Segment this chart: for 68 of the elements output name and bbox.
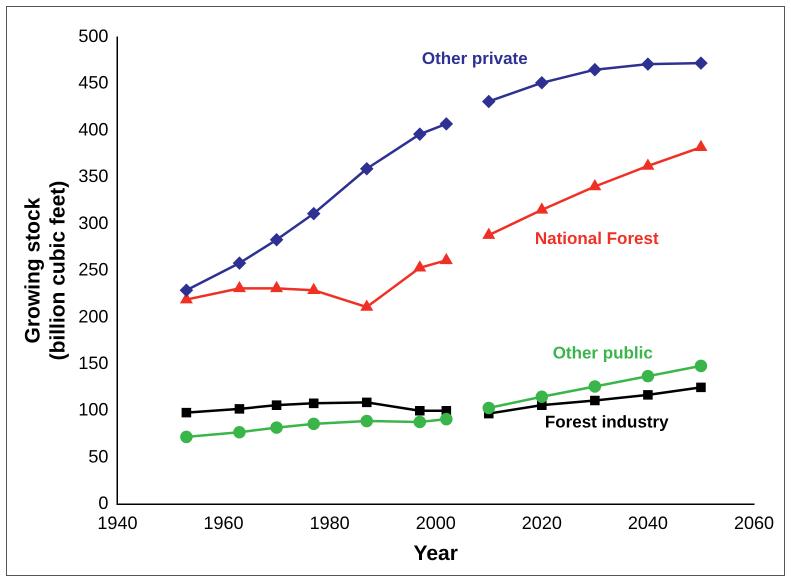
point bbox=[180, 284, 193, 296]
point bbox=[694, 56, 708, 70]
point bbox=[643, 390, 653, 400]
y-tick-label: 350 bbox=[78, 166, 108, 186]
y-tick-label: 450 bbox=[78, 72, 108, 93]
point bbox=[589, 180, 600, 190]
point bbox=[233, 426, 246, 438]
series-label: Other public bbox=[552, 344, 653, 363]
point bbox=[270, 234, 283, 246]
x-tick-label: 2060 bbox=[734, 512, 774, 533]
x-tick-label: 2000 bbox=[416, 512, 456, 533]
point bbox=[414, 128, 426, 140]
point bbox=[360, 162, 374, 175]
y-tick-label: 200 bbox=[78, 306, 108, 326]
series-label: National Forest bbox=[534, 228, 659, 248]
series-label: Forest industry bbox=[544, 412, 670, 432]
x-tick-label: 1960 bbox=[204, 512, 244, 533]
point bbox=[642, 160, 654, 170]
point bbox=[695, 141, 707, 152]
y-tick-label: 150 bbox=[78, 353, 108, 374]
point bbox=[440, 412, 453, 426]
y-tick-label: 400 bbox=[78, 119, 108, 140]
y-tick-label: 500 bbox=[78, 26, 108, 46]
point bbox=[642, 370, 654, 382]
y-axis-title: Growing stock (billion cubic feet) bbox=[21, 180, 70, 360]
point bbox=[182, 408, 192, 418]
x-tick-label: 2040 bbox=[628, 512, 668, 533]
point bbox=[536, 390, 548, 403]
point bbox=[180, 430, 193, 444]
point bbox=[483, 228, 494, 239]
series-label: Other private bbox=[422, 49, 528, 68]
point bbox=[642, 58, 654, 70]
point bbox=[361, 300, 372, 311]
y-tick-label: 100 bbox=[78, 400, 108, 420]
y-tick-label: 0 bbox=[98, 493, 108, 514]
x-tick-label: 1980 bbox=[310, 512, 350, 533]
point bbox=[414, 416, 426, 428]
point bbox=[590, 396, 600, 406]
y-tick-label: 50 bbox=[88, 446, 108, 466]
point bbox=[307, 207, 320, 220]
point bbox=[482, 402, 496, 414]
point bbox=[270, 282, 282, 292]
x-axis-title: Year bbox=[414, 542, 458, 566]
point bbox=[308, 284, 320, 294]
point bbox=[482, 95, 496, 108]
x-tick-label: 1940 bbox=[97, 512, 138, 533]
point bbox=[414, 262, 426, 272]
point bbox=[307, 418, 320, 430]
point bbox=[696, 382, 706, 392]
y-tick-label: 250 bbox=[78, 260, 108, 280]
point bbox=[588, 380, 602, 393]
point bbox=[360, 414, 374, 428]
point bbox=[234, 282, 246, 292]
point bbox=[694, 360, 708, 372]
point bbox=[362, 398, 372, 408]
point bbox=[234, 404, 244, 414]
x-tick-label: 2020 bbox=[522, 512, 562, 533]
point bbox=[272, 400, 282, 410]
point bbox=[440, 118, 453, 130]
point bbox=[308, 398, 318, 408]
point bbox=[440, 254, 452, 264]
point bbox=[536, 76, 548, 90]
point bbox=[536, 204, 548, 214]
point bbox=[415, 406, 425, 416]
point bbox=[270, 421, 283, 434]
point bbox=[233, 256, 246, 270]
point bbox=[588, 63, 602, 76]
y-tick-label: 300 bbox=[78, 212, 108, 233]
